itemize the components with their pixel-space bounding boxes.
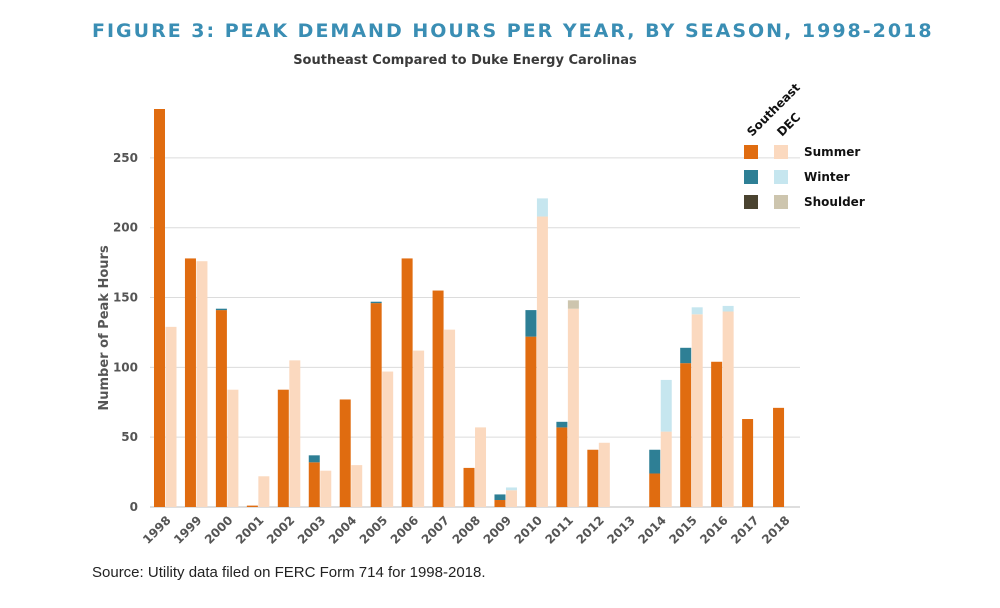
legend-swatch-southeast-winter: [744, 170, 758, 184]
legend-swatch-southeast-shoulder: [744, 195, 758, 209]
bar-dec-summer-2014: [660, 431, 672, 507]
bar-dec-summer-2001: [258, 476, 270, 507]
x-tick-label: 2007: [419, 513, 453, 547]
bar-southeast-summer-2000: [215, 310, 227, 507]
bar-dec-winter-2009: [505, 487, 517, 491]
bar-southeast-summer-2015: [680, 363, 692, 507]
x-tick-label: 2018: [759, 513, 793, 547]
y-tick-label: 150: [113, 291, 138, 305]
bar-southeast-winter-2011: [556, 421, 568, 428]
x-tick-label: 2015: [666, 513, 700, 547]
x-tick-label: 2011: [542, 513, 576, 547]
bar-southeast-summer-2009: [494, 500, 506, 507]
bar-dec-summer-2005: [382, 371, 394, 507]
legend-swatch-dec-winter: [774, 170, 788, 184]
bar-southeast-summer-2016: [711, 361, 723, 507]
bar-southeast-summer-2003: [308, 462, 320, 507]
legend-label-summer: Summer: [804, 145, 860, 159]
y-tick-label: 200: [113, 221, 138, 235]
bar-southeast-winter-2009: [494, 494, 506, 501]
bar-southeast-winter-2005: [370, 301, 382, 304]
bar-dec-summer-2004: [351, 465, 363, 507]
bar-dec-winter-2015: [691, 307, 703, 315]
bar-southeast-summer-2008: [463, 467, 475, 507]
source-note: Source: Utility data filed on FERC Form …: [92, 564, 486, 581]
bar-dec-winter-2016: [722, 305, 734, 312]
bar-southeast-winter-2015: [680, 347, 692, 364]
y-tick-label: 0: [130, 500, 138, 514]
bar-dec-summer-1999: [196, 261, 208, 507]
chart-subtitle: Southeast Compared to Duke Energy Caroli…: [293, 53, 637, 68]
y-tick-label: 100: [113, 360, 138, 374]
bar-dec-summer-2006: [413, 350, 425, 507]
bar-dec-summer-2009: [505, 490, 517, 507]
bar-dec-winter-2014: [660, 379, 672, 432]
bar-dec-summer-2011: [567, 308, 579, 507]
bar-dec-summer-2010: [536, 216, 548, 507]
bar-southeast-summer-2010: [525, 336, 537, 507]
y-axis-label: Number of Peak Hours: [97, 245, 112, 411]
bar-dec-summer-2002: [289, 360, 301, 507]
bar-dec-summer-2016: [722, 311, 734, 507]
bar-southeast-winter-2010: [525, 310, 537, 337]
bar-dec-summer-2008: [475, 427, 487, 507]
x-tick-label: 2009: [481, 513, 515, 547]
legend-swatch-dec-summer: [774, 145, 788, 159]
x-tick-label: 2003: [295, 513, 329, 547]
x-tick-label: 2013: [604, 513, 638, 547]
bar-dec-shoulder-2011: [567, 300, 579, 309]
x-tick-label: 2017: [728, 513, 762, 547]
legend-label-shoulder: Shoulder: [804, 195, 865, 209]
legend-label-winter: Winter: [804, 170, 850, 184]
x-tick-label: 2014: [635, 513, 669, 547]
bar-southeast-summer-2011: [556, 427, 568, 507]
y-tick-label: 50: [121, 430, 138, 444]
bar-southeast-summer-2002: [277, 389, 289, 507]
x-tick-label: 2004: [326, 513, 360, 547]
x-tick-label: 2001: [233, 513, 267, 547]
bar-southeast-summer-2012: [587, 449, 599, 507]
chart-title: FIGURE 3: PEAK DEMAND HOURS PER YEAR, BY…: [92, 20, 934, 42]
x-tick-label: 2012: [573, 513, 607, 547]
bar-dec-summer-2015: [691, 314, 703, 507]
bar-dec-summer-2012: [598, 442, 610, 507]
bar-southeast-winter-2000: [215, 308, 227, 311]
bar-southeast-summer-2014: [649, 473, 661, 507]
legend-swatch-southeast-summer: [744, 145, 758, 159]
x-tick-label: 1998: [140, 513, 174, 547]
x-tick-label: 2008: [450, 513, 484, 547]
x-tick-label: 2005: [357, 513, 391, 547]
x-tick-label: 1999: [171, 513, 205, 547]
x-tick-label: 2002: [264, 513, 298, 547]
x-tick-label: 2016: [697, 513, 731, 547]
bar-southeast-summer-2018: [773, 407, 785, 507]
x-tick-label: 2000: [202, 513, 236, 547]
bar-dec-winter-2010: [536, 198, 548, 217]
bar-southeast-summer-2007: [432, 290, 444, 507]
bar-southeast-summer-2004: [339, 399, 351, 507]
bar-southeast-summer-2005: [370, 303, 382, 507]
bar-southeast-summer-1999: [184, 258, 196, 507]
bar-southeast-summer-2001: [246, 505, 258, 507]
x-tick-label: 2006: [388, 513, 422, 547]
bar-southeast-summer-1998: [154, 109, 165, 507]
bar-dec-summer-2007: [444, 329, 456, 507]
x-tick-label: 2010: [512, 513, 546, 547]
legend-group-header: Southeast: [744, 80, 803, 139]
bar-dec-summer-2003: [320, 470, 332, 507]
bar-dec-summer-1998: [165, 326, 177, 507]
bar-southeast-winter-2014: [649, 449, 661, 474]
bar-southeast-summer-2017: [742, 419, 754, 507]
legend-swatch-dec-shoulder: [774, 195, 788, 209]
bar-southeast-summer-2006: [401, 258, 413, 507]
bar-southeast-winter-2003: [308, 455, 320, 463]
y-tick-label: 250: [113, 151, 138, 165]
bar-dec-summer-2000: [227, 389, 239, 507]
